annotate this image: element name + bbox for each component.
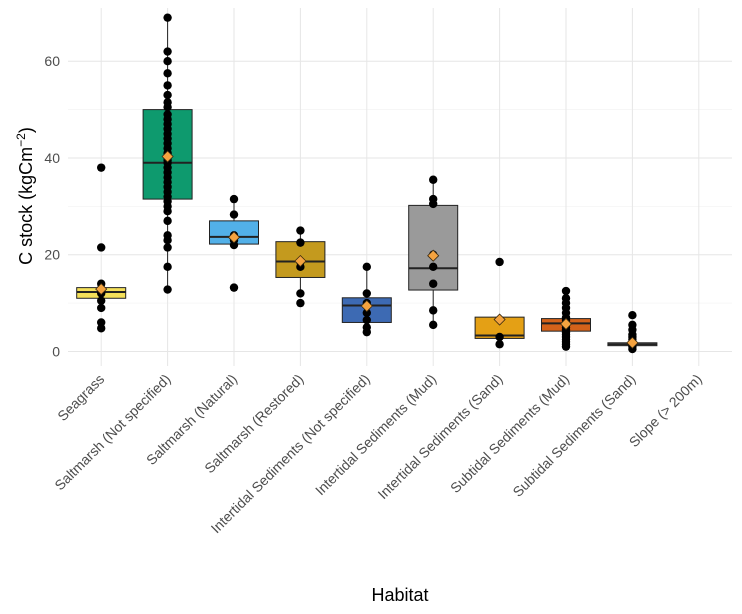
y-tick-label: 60 bbox=[44, 53, 60, 69]
data-point bbox=[97, 163, 106, 172]
data-point bbox=[296, 289, 305, 298]
data-point bbox=[163, 90, 172, 100]
data-point bbox=[495, 332, 504, 342]
data-point bbox=[97, 296, 106, 305]
mean-marker bbox=[626, 336, 639, 349]
category-group bbox=[408, 175, 459, 330]
data-point bbox=[296, 226, 305, 235]
data-point bbox=[495, 340, 504, 349]
y-tick-label: 0 bbox=[52, 343, 60, 359]
data-point bbox=[163, 69, 172, 78]
data-point bbox=[229, 210, 239, 219]
data-point bbox=[429, 279, 438, 288]
data-point bbox=[163, 285, 172, 294]
data-point bbox=[163, 57, 172, 66]
data-point bbox=[97, 243, 106, 252]
y-tick-label: 20 bbox=[44, 247, 60, 263]
data-point bbox=[229, 240, 239, 250]
data-point bbox=[163, 236, 172, 245]
category-group bbox=[474, 257, 525, 349]
category-group bbox=[209, 194, 259, 292]
mean-marker bbox=[294, 254, 307, 268]
category-group bbox=[142, 13, 193, 294]
box bbox=[408, 204, 459, 291]
category-group bbox=[607, 311, 658, 354]
data-point bbox=[362, 262, 371, 272]
data-point bbox=[97, 303, 106, 313]
data-point bbox=[163, 102, 172, 112]
y-axis-title-main: C stock (kgCm bbox=[16, 147, 36, 265]
y-axis-title: C stock (kgCm−2) bbox=[14, 127, 36, 265]
data-point bbox=[163, 216, 172, 226]
y-axis-title-superscript: −2 bbox=[14, 133, 28, 147]
data-point bbox=[163, 262, 172, 272]
data-point bbox=[429, 262, 438, 272]
mean-marker bbox=[559, 317, 573, 330]
y-axis-ticks: 0 20 40 60 bbox=[44, 53, 60, 359]
mean-marker bbox=[427, 249, 440, 262]
data-point bbox=[362, 308, 371, 317]
data-point bbox=[362, 315, 371, 325]
data-point bbox=[628, 311, 637, 320]
category-group bbox=[76, 163, 127, 333]
x-axis-title: Habitat bbox=[371, 585, 428, 605]
data-point bbox=[429, 199, 438, 209]
mean-marker bbox=[95, 283, 108, 296]
data-point bbox=[97, 324, 106, 333]
category-group bbox=[275, 226, 326, 308]
data-point bbox=[163, 47, 172, 56]
data-point bbox=[163, 206, 172, 216]
data-point bbox=[429, 320, 438, 330]
mean-marker bbox=[493, 313, 506, 326]
data-point bbox=[561, 342, 571, 351]
y-tick-label: 40 bbox=[44, 150, 60, 166]
data-point bbox=[163, 81, 172, 90]
mean-marker bbox=[360, 299, 373, 313]
data-point bbox=[495, 257, 504, 267]
data-point bbox=[229, 283, 239, 292]
data-point bbox=[362, 289, 371, 298]
data-point bbox=[296, 298, 305, 308]
data-point bbox=[163, 13, 172, 22]
category-group bbox=[341, 262, 392, 337]
category-group bbox=[541, 286, 591, 351]
data-point bbox=[362, 327, 371, 337]
boxes bbox=[76, 13, 658, 354]
data-point bbox=[97, 318, 106, 327]
y-axis-title-close: ) bbox=[16, 127, 36, 133]
data-point bbox=[296, 238, 305, 247]
mean-marker bbox=[161, 150, 174, 163]
data-point bbox=[628, 344, 637, 354]
data-point bbox=[163, 243, 172, 252]
mean-marker bbox=[227, 231, 241, 244]
data-point bbox=[229, 194, 239, 204]
data-point bbox=[561, 286, 571, 296]
data-point bbox=[429, 175, 438, 184]
data-point bbox=[429, 306, 438, 315]
